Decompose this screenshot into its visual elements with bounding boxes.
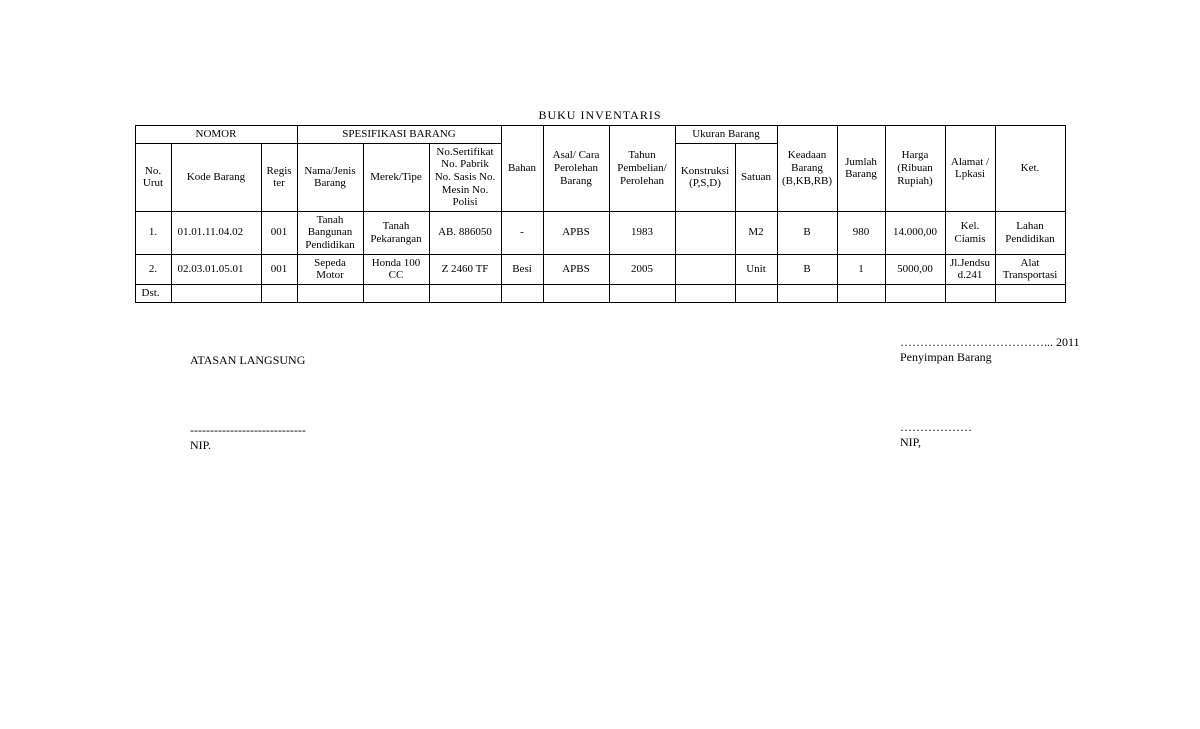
cell-satuan: M2 xyxy=(735,211,777,254)
header-row-1: NOMOR SPESIFIKASI BARANG Bahan Asal/ Car… xyxy=(135,126,1065,144)
table-row-dst: Dst. xyxy=(135,285,1065,303)
hdr-asal: Asal/ Cara Perolehan Barang xyxy=(543,126,609,212)
sig-right-line: ……………… xyxy=(900,420,1080,435)
inventory-table: NOMOR SPESIFIKASI BARANG Bahan Asal/ Car… xyxy=(135,125,1066,303)
cell-empty xyxy=(543,285,609,303)
cell-nama: Tanah Bangunan Pendidikan xyxy=(297,211,363,254)
cell-empty xyxy=(171,285,261,303)
cell-empty xyxy=(995,285,1065,303)
cell-empty xyxy=(945,285,995,303)
cell-konstruksi xyxy=(675,211,735,254)
cell-konstruksi xyxy=(675,254,735,284)
cell-merek: Tanah Pekarangan xyxy=(363,211,429,254)
cell-empty xyxy=(675,285,735,303)
cell-empty xyxy=(777,285,837,303)
hdr-alamat: Alamat / Lpkasi xyxy=(945,126,995,212)
hdr-konstruksi: Konstruksi (P,S,D) xyxy=(675,143,735,211)
cell-empty xyxy=(501,285,543,303)
hdr-keadaan: Keadaan Barang (B,KB,RB) xyxy=(777,126,837,212)
cell-empty xyxy=(837,285,885,303)
cell-kode: 02.03.01.05.01 xyxy=(171,254,261,284)
hdr-no-urut: No. Urut xyxy=(135,143,171,211)
cell-ket: Lahan Pendidikan xyxy=(995,211,1065,254)
cell-empty xyxy=(429,285,501,303)
document-page: BUKU INVENTARIS NOMOR SPESIFIKASI BARANG… xyxy=(0,0,1200,729)
cell-bahan: Besi xyxy=(501,254,543,284)
hdr-kode-barang: Kode Barang xyxy=(171,143,261,211)
cell-keadaan: B xyxy=(777,211,837,254)
cell-harga: 14.000,00 xyxy=(885,211,945,254)
sig-left-line: ----------------------------- xyxy=(190,423,306,438)
cell-empty xyxy=(735,285,777,303)
table-row: 2.02.03.01.05.01001Sepeda MotorHonda 100… xyxy=(135,254,1065,284)
table-row: 1.01.01.11.04.02001Tanah Bangunan Pendid… xyxy=(135,211,1065,254)
cell-reg: 001 xyxy=(261,254,297,284)
hdr-ukuran: Ukuran Barang xyxy=(675,126,777,144)
hdr-spesifikasi: SPESIFIKASI BARANG xyxy=(297,126,501,144)
hdr-satuan: Satuan xyxy=(735,143,777,211)
doc-title: BUKU INVENTARIS xyxy=(0,108,1200,123)
cell-nosert: AB. 886050 xyxy=(429,211,501,254)
cell-asal: APBS xyxy=(543,211,609,254)
cell-no: 2. xyxy=(135,254,171,284)
sig-right-date: ………………………………... 2011 xyxy=(900,335,1080,350)
cell-satuan: Unit xyxy=(735,254,777,284)
cell-nosert: Z 2460 TF xyxy=(429,254,501,284)
cell-tahun: 2005 xyxy=(609,254,675,284)
hdr-ket: Ket. xyxy=(995,126,1065,212)
hdr-jumlah: Jumlah Barang xyxy=(837,126,885,212)
cell-jumlah: 1 xyxy=(837,254,885,284)
cell-alamat: Kel. Ciamis xyxy=(945,211,995,254)
hdr-register: Regis ter xyxy=(261,143,297,211)
hdr-bahan: Bahan xyxy=(501,126,543,212)
cell-kode: 01.01.11.04.02 xyxy=(171,211,261,254)
hdr-merek-tipe: Merek/Tipe xyxy=(363,143,429,211)
hdr-harga: Harga (Ribuan Rupiah) xyxy=(885,126,945,212)
hdr-nama-jenis: Nama/Jenis Barang xyxy=(297,143,363,211)
sig-left-nip: NIP. xyxy=(190,438,306,453)
cell-empty xyxy=(885,285,945,303)
sig-right-title: Penyimpan Barang xyxy=(900,350,1080,365)
cell-no: 1. xyxy=(135,211,171,254)
cell-ket: Alat Transportasi xyxy=(995,254,1065,284)
cell-keadaan: B xyxy=(777,254,837,284)
cell-reg: 001 xyxy=(261,211,297,254)
sig-left-title: ATASAN LANGSUNG xyxy=(190,353,306,368)
hdr-tahun: Tahun Pembelian/ Perolehan xyxy=(609,126,675,212)
cell-empty xyxy=(261,285,297,303)
cell-alamat: Jl.Jendsu d.241 xyxy=(945,254,995,284)
hdr-nomor: NOMOR xyxy=(135,126,297,144)
hdr-no-sertifikat: No.Sertifikat No. Pabrik No. Sasis No. M… xyxy=(429,143,501,211)
cell-asal: APBS xyxy=(543,254,609,284)
signature-right: ………………………………... 2011 Penyimpan Barang ……… xyxy=(900,335,1080,450)
cell-empty xyxy=(363,285,429,303)
sig-right-nip: NIP, xyxy=(900,435,1080,450)
cell-harga: 5000,00 xyxy=(885,254,945,284)
cell-dst: Dst. xyxy=(135,285,171,303)
cell-empty xyxy=(297,285,363,303)
cell-jumlah: 980 xyxy=(837,211,885,254)
cell-tahun: 1983 xyxy=(609,211,675,254)
cell-bahan: - xyxy=(501,211,543,254)
signature-left: ATASAN LANGSUNG ------------------------… xyxy=(190,353,306,453)
cell-nama: Sepeda Motor xyxy=(297,254,363,284)
cell-empty xyxy=(609,285,675,303)
cell-merek: Honda 100 CC xyxy=(363,254,429,284)
